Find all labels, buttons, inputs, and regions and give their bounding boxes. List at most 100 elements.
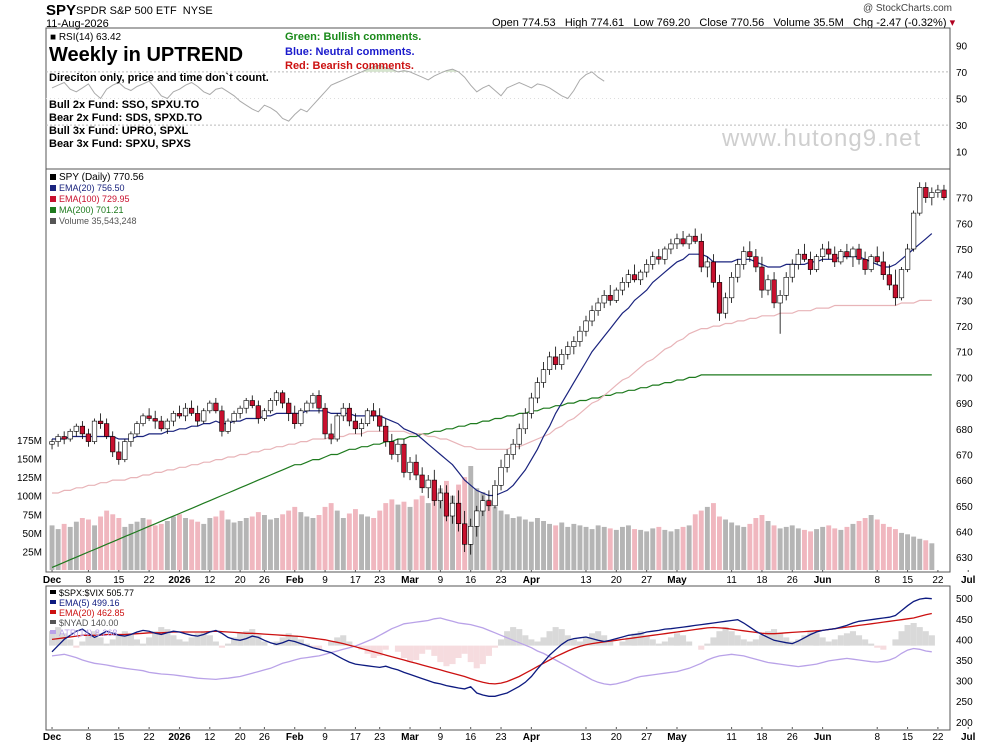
spx-x-label: 15 xyxy=(902,732,914,743)
spx-x-label: 16 xyxy=(465,732,477,743)
volume-bar xyxy=(553,525,559,570)
price-tick-label: 710 xyxy=(956,348,973,359)
volume-bar xyxy=(377,510,383,570)
nyad-bar xyxy=(285,633,292,646)
candle-body xyxy=(164,420,170,430)
nyad-bar xyxy=(467,645,474,663)
nyad-bar xyxy=(413,645,420,660)
candle-body xyxy=(243,400,249,409)
volume-bar xyxy=(838,529,844,570)
candle-body xyxy=(328,433,334,440)
nyad-bar xyxy=(85,635,92,646)
volume-bar xyxy=(450,495,455,570)
nyad-bar xyxy=(510,627,517,646)
candle-body xyxy=(595,302,601,311)
candle-body xyxy=(886,274,892,286)
price-tick-label: 690 xyxy=(956,399,973,410)
volume-bar xyxy=(431,492,437,570)
volume-bar xyxy=(547,523,552,570)
price-tick-label: 630 xyxy=(956,553,973,564)
volume-bar xyxy=(541,521,546,570)
nyad-bar xyxy=(765,631,772,646)
candle-body xyxy=(892,284,898,299)
volume-bar xyxy=(686,525,692,570)
fund-line: Bear 3x Fund: SPXU, SPXS xyxy=(49,138,191,150)
candle-body xyxy=(468,525,474,545)
candle-body xyxy=(819,248,826,257)
volume-bar xyxy=(55,529,61,570)
volume-tick-label: 150M xyxy=(17,455,42,466)
nyad-bar xyxy=(449,645,456,665)
volume-bar xyxy=(286,510,292,570)
candle-body xyxy=(249,400,255,406)
candle-body xyxy=(607,294,613,301)
nyad-bar xyxy=(67,639,74,646)
volume-bar xyxy=(777,528,783,570)
candle-body xyxy=(674,238,680,245)
volume-bar xyxy=(662,529,668,570)
nyad-bar xyxy=(704,643,711,646)
candle-body xyxy=(923,187,929,198)
nyad-bar xyxy=(674,633,681,646)
price-tick-label: 670 xyxy=(956,450,973,461)
candle-body xyxy=(352,420,359,430)
price-x-label: 27 xyxy=(641,575,653,586)
candle-body xyxy=(195,413,201,422)
legend-swatch xyxy=(50,630,56,634)
nyad-bar xyxy=(491,645,498,648)
price-legend-entry: EMA(20) 756.50 xyxy=(59,183,125,193)
spx-x-label: 20 xyxy=(235,732,247,743)
volume-bar xyxy=(729,522,735,570)
price-x-label: 22 xyxy=(144,575,156,586)
volume-bar xyxy=(183,518,188,570)
candle-body xyxy=(917,187,923,214)
volume-bar xyxy=(795,528,801,570)
volume-bar xyxy=(274,518,279,570)
volume-bar xyxy=(905,534,910,570)
spx-x-label: 23 xyxy=(374,732,386,743)
nyad-bar xyxy=(140,643,147,646)
candle-body xyxy=(134,423,140,435)
candle-body xyxy=(528,397,534,414)
candle-body xyxy=(910,212,917,250)
nyad-bar xyxy=(218,645,225,648)
quote-readout: Open 774.53 High 774.61 Low 769.20 Close… xyxy=(492,17,956,29)
candle-body xyxy=(207,402,213,412)
nyad-bar xyxy=(740,639,747,646)
candle-body xyxy=(704,261,710,268)
candle-body xyxy=(735,264,741,278)
candle-body xyxy=(643,264,650,273)
volume-bar xyxy=(510,518,516,570)
nyad-bar xyxy=(916,627,923,646)
volume-bar xyxy=(771,525,777,570)
volume-bar xyxy=(589,529,595,570)
spx-x-label: 9 xyxy=(438,732,444,743)
fund-line: Bull 2x Fund: SSO, SPXU.TO xyxy=(49,99,200,111)
volume-bar xyxy=(268,519,273,570)
nyad-bar xyxy=(698,645,705,650)
volume-bar xyxy=(164,521,170,570)
candle-body xyxy=(116,451,122,460)
spx-x-label: Mar xyxy=(401,732,419,743)
volume-bar xyxy=(528,521,534,570)
candle-body xyxy=(874,256,880,263)
nyad-bar xyxy=(188,637,195,646)
candle-body xyxy=(710,261,716,283)
candle-body xyxy=(613,289,619,301)
nyad-bar xyxy=(407,645,414,663)
nyad-bar xyxy=(97,637,104,646)
candle-body xyxy=(698,241,704,268)
volume-bar xyxy=(49,525,55,570)
price-x-label: Feb xyxy=(286,575,304,586)
price-x-label: May xyxy=(667,575,687,586)
spx-x-label: 17 xyxy=(350,732,362,743)
ema20-line xyxy=(52,233,933,497)
candle-body xyxy=(304,402,310,412)
volume-bar xyxy=(292,506,298,570)
candle-body xyxy=(182,407,189,417)
nyad-bar xyxy=(880,645,887,650)
candle-body xyxy=(237,407,243,414)
candle-body xyxy=(929,192,935,198)
candle-body xyxy=(231,413,237,422)
